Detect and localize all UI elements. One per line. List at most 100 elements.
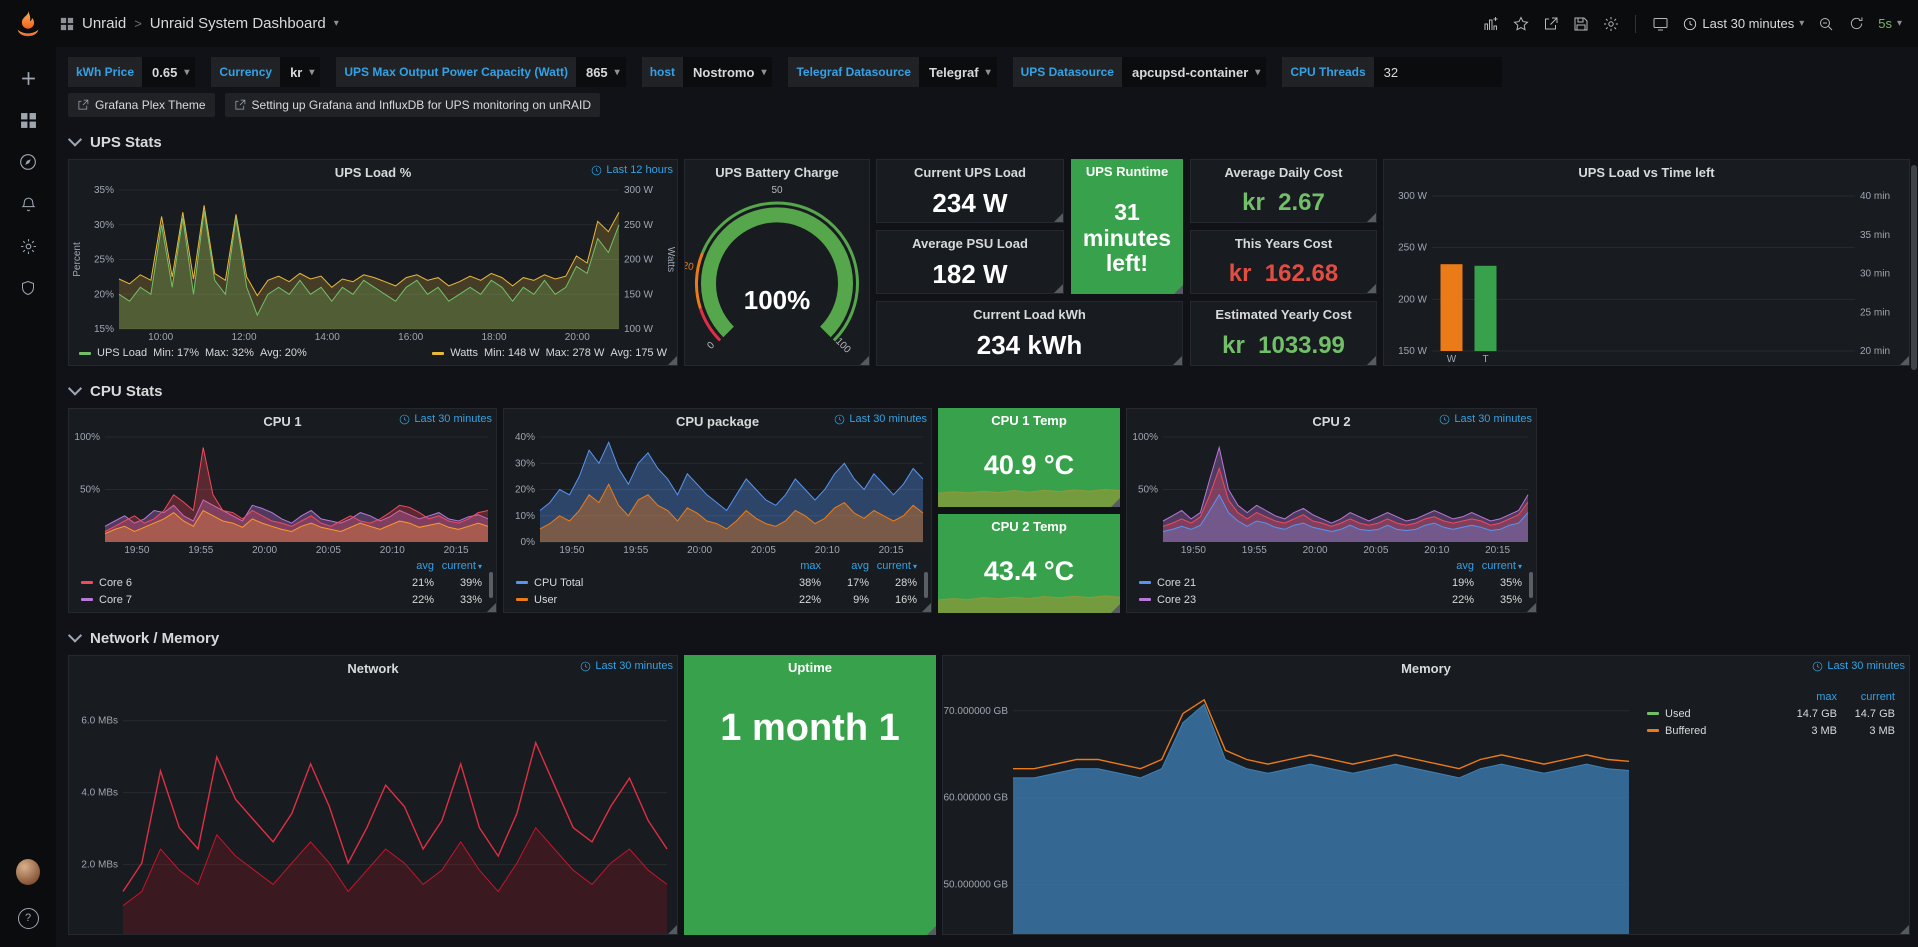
memory-chart[interactable]: 50.000000 GB 60.000000 GB 70.000000 GB: [943, 680, 1635, 934]
panel-resize-handle[interactable]: [668, 356, 677, 365]
panel-title[interactable]: Average Daily Cost: [1224, 164, 1343, 180]
panel-title[interactable]: UPS Battery Charge: [715, 164, 839, 180]
panel-time-range[interactable]: Last 30 minutes: [1812, 660, 1905, 672]
legend-col-header[interactable]: current ▾: [876, 559, 917, 572]
series-name[interactable]: Used: [1665, 707, 1691, 720]
series-name[interactable]: CPU Total: [534, 576, 584, 589]
series-name[interactable]: Core 7: [99, 593, 133, 606]
network-chart[interactable]: 2.0 MBs 4.0 MBs 6.0 MBs: [69, 680, 677, 934]
panel-time-range[interactable]: Last 30 minutes: [1439, 413, 1532, 425]
panel-resize-handle[interactable]: [1054, 213, 1063, 222]
dashboard-dropdown-caret-icon[interactable]: ▾: [333, 18, 339, 29]
series-name[interactable]: Buffered: [1665, 724, 1707, 737]
panel-title[interactable]: Estimated Yearly Cost: [1215, 306, 1352, 322]
legend-scrollbar[interactable]: [489, 572, 493, 598]
sidebar-explore-button[interactable]: [10, 145, 46, 179]
sidebar-configuration-button[interactable]: [10, 229, 46, 263]
panel-title[interactable]: UPS Load %: [334, 164, 412, 180]
panel-title[interactable]: Current UPS Load: [914, 164, 1026, 180]
series-name[interactable]: Core 21: [1157, 576, 1197, 589]
cpu-threads-input[interactable]: [1373, 57, 1502, 87]
panel-title[interactable]: CPU 1: [263, 413, 302, 429]
sidebar-alerting-button[interactable]: [10, 187, 46, 221]
panel-resize-handle[interactable]: [922, 603, 931, 612]
panel-title[interactable]: Current Load kWh: [973, 306, 1086, 322]
panel-title[interactable]: CPU 2: [1312, 413, 1351, 429]
page-scrollbar[interactable]: [1910, 47, 1918, 947]
cpu-package-chart[interactable]: 0% 10% 20% 30% 40% 19:50 19:55 20:00 20:05 20:10 2…: [504, 433, 931, 556]
legend-scrollbar[interactable]: [1529, 572, 1533, 598]
panel-time-range[interactable]: Last 30 minutes: [399, 413, 492, 425]
dashboard-settings-button[interactable]: [1597, 9, 1625, 39]
add-panel-button[interactable]: [1477, 9, 1505, 39]
help-button[interactable]: ?: [10, 901, 46, 935]
cycle-view-button[interactable]: [1646, 9, 1675, 39]
breadcrumb-app[interactable]: Unraid: [82, 15, 127, 32]
legend-col-header[interactable]: avg: [416, 559, 434, 572]
panel-title[interactable]: CPU 2 Temp: [991, 518, 1067, 534]
panel-resize-handle[interactable]: [1900, 356, 1909, 365]
breadcrumb-page[interactable]: Unraid System Dashboard: [149, 15, 326, 32]
panel-title[interactable]: Average PSU Load: [912, 235, 1028, 251]
series-name[interactable]: User: [534, 593, 558, 606]
panel-resize-handle[interactable]: [860, 356, 869, 365]
grafana-logo[interactable]: [10, 6, 46, 42]
section-header-cpu-stats[interactable]: CPU Stats: [67, 381, 1910, 400]
legend-col-header[interactable]: max: [800, 559, 821, 572]
panel-resize-handle[interactable]: [1527, 603, 1536, 612]
series-name[interactable]: Core 23: [1157, 593, 1197, 606]
panel-time-range[interactable]: Last 30 minutes: [834, 413, 927, 425]
panel-resize-handle[interactable]: [1174, 285, 1183, 294]
scrollbar-thumb[interactable]: [1911, 165, 1917, 370]
panel-title[interactable]: UPS Runtime: [1085, 163, 1169, 179]
time-range-picker[interactable]: Last 30 minutes ▾: [1677, 9, 1810, 39]
save-dashboard-button[interactable]: [1567, 9, 1595, 39]
legend-col-header[interactable]: max: [1816, 690, 1837, 703]
sidebar-dashboards-button[interactable]: [10, 103, 46, 137]
panel-resize-handle[interactable]: [668, 925, 677, 934]
ups-load-vs-time-chart[interactable]: 150 W 200 W 250 W 300 W 20 min 25 min 30 min 35…: [1384, 184, 1909, 365]
zoom-out-button[interactable]: [1812, 9, 1840, 39]
panel-title[interactable]: This Years Cost: [1234, 235, 1333, 251]
panel-resize-handle[interactable]: [1111, 604, 1120, 613]
section-header-ups-stats[interactable]: UPS Stats: [67, 132, 1910, 151]
panel-title[interactable]: Memory: [1401, 660, 1451, 676]
panel-title[interactable]: UPS Load vs Time left: [1578, 164, 1715, 180]
variable-value-dropdown[interactable]: Nostromo ▾: [683, 57, 773, 87]
legend-scrollbar[interactable]: [924, 572, 928, 598]
cpu2-chart[interactable]: 50% 100% 19:50 19:55 20:00 20:05 20:10 20:15: [1127, 433, 1536, 556]
variable-value-dropdown[interactable]: kr ▾: [280, 57, 321, 87]
dashboard-link-plex-theme[interactable]: Grafana Plex Theme: [68, 93, 215, 117]
panel-title[interactable]: CPU package: [675, 413, 760, 429]
legend-col-header[interactable]: current: [1860, 690, 1895, 703]
series-name[interactable]: UPS Load: [97, 347, 148, 359]
dashboard-link-ups-guide[interactable]: Setting up Grafana and InfluxDB for UPS …: [224, 93, 601, 117]
panel-resize-handle[interactable]: [1367, 284, 1376, 293]
series-name[interactable]: Watts: [450, 347, 478, 359]
user-avatar-button[interactable]: [10, 855, 46, 889]
series-name[interactable]: Core 6: [99, 576, 133, 589]
legend-col-header[interactable]: current ▾: [441, 559, 482, 572]
refresh-interval-dropdown[interactable]: 5s ▾: [1872, 9, 1908, 39]
variable-value-dropdown[interactable]: Telegraf ▾: [918, 57, 997, 87]
panel-resize-handle[interactable]: [1054, 284, 1063, 293]
sidebar-server-admin-button[interactable]: [10, 271, 46, 305]
panel-title[interactable]: CPU 1 Temp: [991, 412, 1067, 428]
panel-resize-handle[interactable]: [1900, 925, 1909, 934]
panel-resize-handle[interactable]: [1173, 356, 1182, 365]
panel-time-range[interactable]: Last 30 minutes: [580, 660, 673, 672]
star-dashboard-button[interactable]: [1507, 9, 1535, 39]
share-dashboard-button[interactable]: [1537, 9, 1565, 39]
panel-resize-handle[interactable]: [487, 603, 496, 612]
variable-value-dropdown[interactable]: 865 ▾: [575, 57, 626, 87]
panel-resize-handle[interactable]: [1111, 498, 1120, 507]
variable-value-dropdown[interactable]: 0.65 ▾: [142, 57, 196, 87]
panel-resize-handle[interactable]: [927, 926, 936, 935]
variable-value-dropdown[interactable]: apcupsd-container ▾: [1121, 57, 1267, 87]
panel-title[interactable]: Uptime: [787, 659, 833, 675]
panel-resize-handle[interactable]: [1367, 356, 1376, 365]
legend-col-header[interactable]: avg: [851, 559, 869, 572]
panel-resize-handle[interactable]: [1367, 213, 1376, 222]
legend-col-header[interactable]: current ▾: [1481, 559, 1522, 572]
battery-gauge-chart[interactable]: 0 20 50 100: [685, 184, 869, 359]
